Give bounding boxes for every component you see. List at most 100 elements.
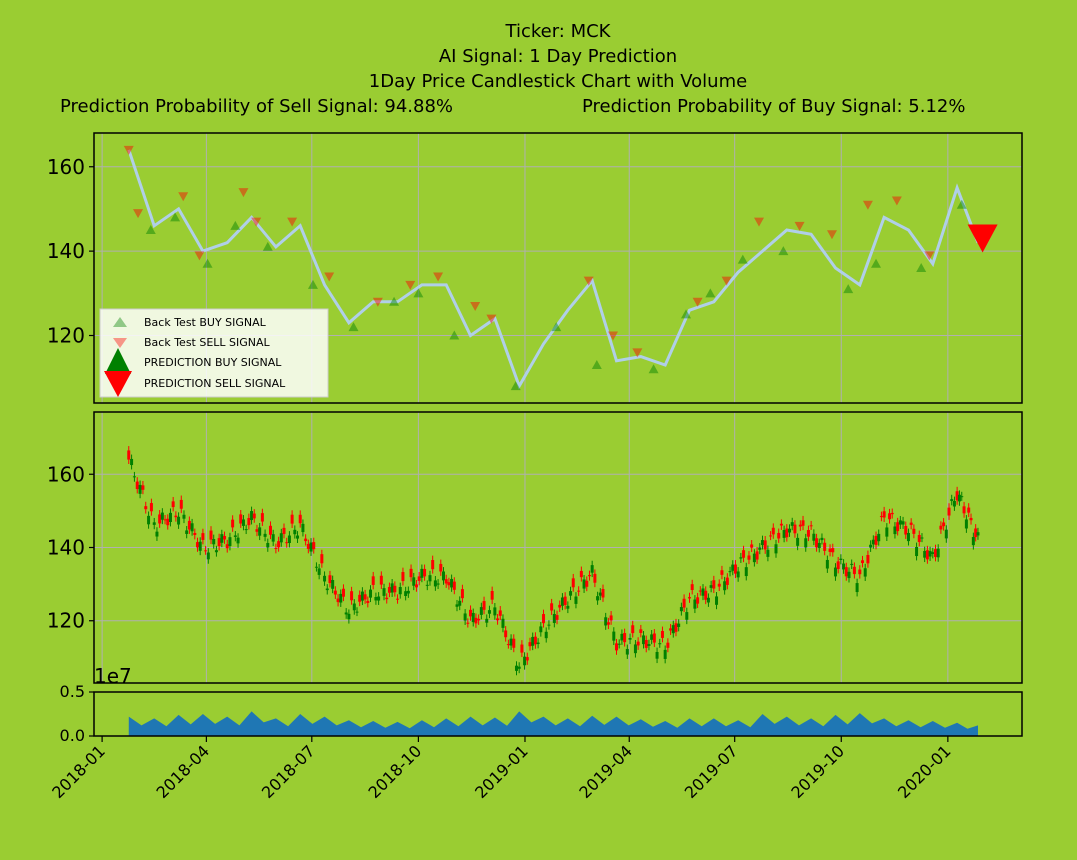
buy-signal-marker-13 bbox=[648, 364, 659, 374]
candle-body bbox=[509, 638, 513, 646]
candle-body bbox=[920, 537, 924, 539]
title-signal: AI Signal: 1 Day Prediction bbox=[439, 46, 677, 67]
candle-body bbox=[917, 534, 921, 542]
y-tick-label-0: 120 bbox=[47, 324, 85, 348]
candle-body bbox=[239, 514, 243, 524]
candle-body bbox=[785, 528, 789, 538]
candle-body bbox=[590, 565, 594, 573]
buy-signal-marker-20 bbox=[916, 263, 927, 272]
candle-body bbox=[147, 515, 151, 525]
candle-body bbox=[371, 576, 375, 585]
candle-body bbox=[369, 589, 373, 598]
y-tick-label-1: 140 bbox=[47, 536, 85, 560]
chart-title-block: Ticker: MCK AI Signal: 1 Day Prediction … bbox=[60, 21, 965, 117]
candle-body bbox=[277, 541, 281, 548]
candle-body bbox=[974, 528, 978, 538]
candle-body bbox=[682, 598, 686, 608]
signals-panel-frame bbox=[93, 132, 1023, 404]
candle-body bbox=[850, 563, 854, 565]
candle-body bbox=[674, 623, 678, 632]
candle-body bbox=[976, 532, 980, 536]
candle-body bbox=[750, 544, 754, 548]
candle-body bbox=[771, 527, 775, 535]
candle-body bbox=[882, 511, 886, 518]
candle-body bbox=[928, 551, 932, 557]
x-tick-label-7: 2019-10 bbox=[787, 741, 848, 802]
candle-body bbox=[304, 538, 308, 542]
candle-body bbox=[158, 514, 162, 524]
candle-body bbox=[566, 605, 570, 609]
candle-body bbox=[558, 604, 562, 608]
candle-body bbox=[631, 625, 635, 634]
buy-signal-marker-14 bbox=[681, 309, 692, 319]
candle-body bbox=[947, 507, 951, 516]
candle-body bbox=[195, 542, 199, 548]
candle-body bbox=[877, 533, 881, 542]
candle-body bbox=[742, 550, 746, 558]
candle-body bbox=[144, 506, 148, 510]
candle-body bbox=[560, 597, 564, 606]
candle-body bbox=[701, 588, 705, 596]
candle-body bbox=[628, 637, 632, 640]
candle-body bbox=[960, 496, 964, 498]
candle-body bbox=[517, 666, 521, 669]
candle-body bbox=[563, 596, 567, 606]
buy-signal-marker-18 bbox=[843, 284, 854, 294]
candle-body bbox=[612, 631, 616, 641]
candle-body bbox=[782, 530, 786, 538]
candle-body bbox=[942, 522, 946, 527]
candle-body bbox=[469, 609, 473, 617]
price-candles bbox=[127, 446, 980, 676]
candle-body bbox=[198, 541, 202, 551]
candle-body bbox=[185, 530, 189, 534]
x-tick-label-2: 2018-07 bbox=[258, 741, 319, 802]
candle-body bbox=[485, 618, 489, 623]
candle-body bbox=[431, 560, 435, 570]
title-chart: 1Day Price Candlestick Chart with Volume bbox=[369, 71, 747, 92]
candle-body bbox=[620, 633, 624, 641]
candle-body bbox=[241, 519, 245, 526]
candle-body bbox=[679, 607, 683, 612]
volume-y-ticks: 0.0 0.5 bbox=[60, 682, 94, 745]
candle-body bbox=[268, 525, 272, 535]
candle-body bbox=[374, 597, 378, 601]
candle-body bbox=[906, 532, 910, 542]
sell-signal-marker-1 bbox=[133, 209, 144, 219]
candle-body bbox=[774, 544, 778, 554]
candle-body bbox=[333, 590, 337, 595]
x-tick-label-0: 2018-01 bbox=[48, 741, 109, 802]
candle-body bbox=[341, 588, 345, 597]
sell-signal-marker-5 bbox=[251, 217, 262, 227]
candle-body bbox=[815, 538, 819, 548]
candle-body bbox=[639, 629, 643, 633]
candle-body bbox=[482, 601, 486, 610]
candle-body bbox=[952, 500, 956, 507]
candle-body bbox=[693, 599, 697, 609]
candle-body bbox=[174, 515, 178, 518]
candle-body bbox=[533, 636, 537, 645]
candle-body bbox=[604, 617, 608, 626]
candle-body bbox=[915, 546, 919, 557]
candle-body bbox=[520, 644, 524, 653]
candle-body bbox=[658, 643, 662, 645]
candle-body bbox=[609, 615, 613, 621]
candle-body bbox=[160, 512, 164, 520]
candle-body bbox=[425, 584, 429, 586]
candle-body bbox=[809, 525, 813, 527]
candle-body bbox=[212, 539, 216, 545]
candle-body bbox=[536, 642, 540, 644]
candle-body bbox=[523, 656, 527, 666]
candle-body bbox=[458, 600, 462, 606]
candle-body bbox=[350, 591, 354, 601]
candle-body bbox=[820, 537, 824, 541]
candle-body bbox=[201, 533, 205, 540]
candle-body bbox=[569, 591, 573, 596]
candle-body bbox=[758, 547, 762, 550]
candle-body bbox=[777, 532, 781, 539]
signals-close-line bbox=[127, 149, 980, 390]
candle-body bbox=[263, 533, 267, 537]
candle-body bbox=[955, 491, 959, 501]
candle-body bbox=[490, 590, 494, 600]
candle-body bbox=[842, 563, 846, 570]
sell-signal-marker-7 bbox=[324, 272, 335, 282]
